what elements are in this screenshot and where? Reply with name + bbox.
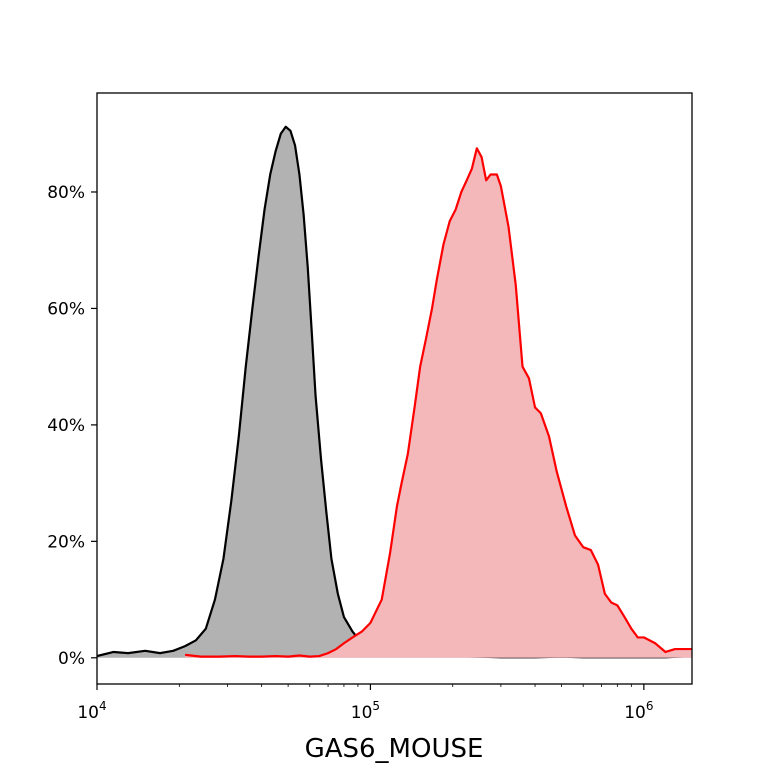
series-2-fill (185, 148, 692, 658)
series-1-fill (97, 126, 692, 658)
y-tick-label: 80% (47, 183, 85, 203)
x-tick-label: 106 (624, 699, 653, 723)
y-tick-label: 60% (47, 299, 85, 319)
x-tick-label: 105 (351, 699, 380, 723)
x-axis-label: GAS6_MOUSE (305, 734, 484, 764)
plot-frame (96, 92, 693, 685)
series-2-line (184, 147, 692, 658)
plot-area (97, 125, 692, 659)
y-tick-label: 40% (47, 416, 85, 436)
axes: 0% 20% 40% 60% 80% 104 105 106 (47, 183, 653, 723)
y-tick-label: 0% (58, 649, 85, 669)
x-tick-label: 104 (77, 699, 106, 723)
y-tick-label: 20% (47, 532, 85, 552)
